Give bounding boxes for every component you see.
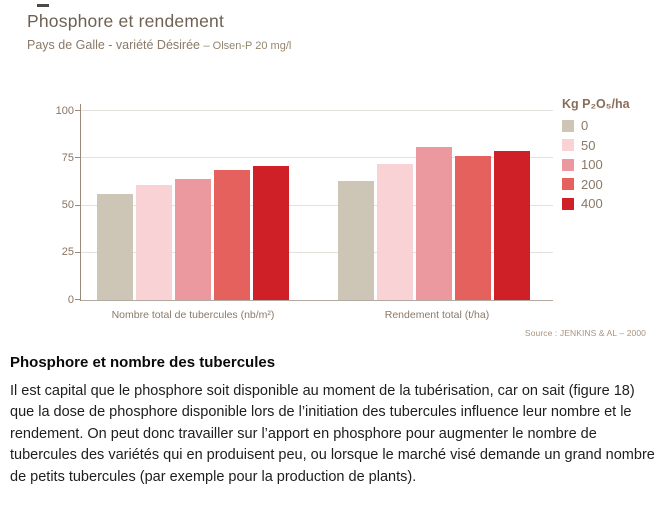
article-heading: Phosphore et nombre des tubercules <box>10 354 276 371</box>
y-tick-50 <box>75 204 80 206</box>
legend-items: 0 50 100 200 400 <box>562 118 657 211</box>
bar-0kg-rendement <box>338 180 374 300</box>
crop-artifact-dash <box>37 4 49 7</box>
bar-100kg-rendement <box>416 146 452 300</box>
y-tick-25 <box>75 251 80 253</box>
legend-swatch-50 <box>562 139 574 151</box>
legend-label-200: 200 <box>581 176 603 192</box>
legend-swatch-100 <box>562 158 574 171</box>
legend-swatch-400 <box>562 197 574 210</box>
y-axis-labels: 0 25 50 75 100 <box>32 105 74 306</box>
y-tick-75 <box>75 157 80 159</box>
bar-50kg-rendement <box>377 163 413 300</box>
x-axis-labels: Nombre total de tubercules (nb/m²) Rende… <box>81 309 641 323</box>
bar-0kg-tubercules <box>97 194 133 300</box>
legend-swatch-200 <box>562 178 574 190</box>
chart-subtitle: Pays de Galle - variété Désirée – Olsen-… <box>27 38 291 52</box>
legend-swatch-0 <box>562 119 574 132</box>
y-axis-label-0: 0 <box>67 293 74 306</box>
x-category-label-rendement: Rendement total (t/ha) <box>384 309 490 321</box>
bar-400kg-rendement <box>494 150 530 300</box>
legend-item-100: 100 <box>562 157 657 172</box>
y-axis-label-25: 25 <box>61 246 74 259</box>
legend-label-100: 100 <box>581 157 603 172</box>
legend-label-0: 0 <box>581 118 589 133</box>
article-body: Il est capital que le phosphore soit dis… <box>10 383 655 485</box>
chart-subtitle-detail: – Olsen-P 20 mg/l <box>203 40 292 52</box>
y-axis-label-50: 50 <box>61 199 74 211</box>
y-axis-line <box>80 104 81 301</box>
chart-title: Phosphore et rendement <box>27 11 225 31</box>
legend-title: Kg P₂O₅/ha <box>562 97 630 111</box>
legend-label-400: 400 <box>581 196 603 211</box>
gridline-100 <box>81 110 553 111</box>
legend: Kg P₂O₅/ha 0 50 100 200 400 <box>562 97 657 217</box>
chart-subtitle-main: Pays de Galle - variété Désirée <box>27 38 200 52</box>
gridline-75 <box>81 157 553 159</box>
y-axis-label-75: 75 <box>61 151 74 164</box>
y-axis-label-100: 100 <box>55 104 74 117</box>
gridline-25 <box>81 251 553 253</box>
legend-item-0: 0 <box>562 118 657 133</box>
bar-50kg-tubercules <box>136 184 172 300</box>
gridline-50 <box>81 204 553 206</box>
legend-item-50: 50 <box>562 137 657 153</box>
bar-100kg-tubercules <box>175 179 211 300</box>
y-tick-100 <box>75 110 80 111</box>
bar-200kg-rendement <box>455 156 491 300</box>
x-category-label-tubercules: Nombre total de tubercules (nb/m²) <box>111 309 275 321</box>
legend-label-50: 50 <box>581 137 596 153</box>
bar-400kg-tubercules <box>253 165 289 300</box>
bar-200kg-tubercules <box>214 169 250 300</box>
source-citation: Source : JENKINS & AL – 2000 <box>524 328 646 338</box>
legend-item-200: 200 <box>562 176 657 192</box>
plot-area <box>75 110 553 301</box>
y-tick-0 <box>75 299 80 300</box>
legend-item-400: 400 <box>562 196 657 211</box>
